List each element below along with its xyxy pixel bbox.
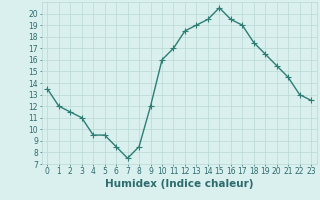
X-axis label: Humidex (Indice chaleur): Humidex (Indice chaleur) bbox=[105, 179, 253, 189]
